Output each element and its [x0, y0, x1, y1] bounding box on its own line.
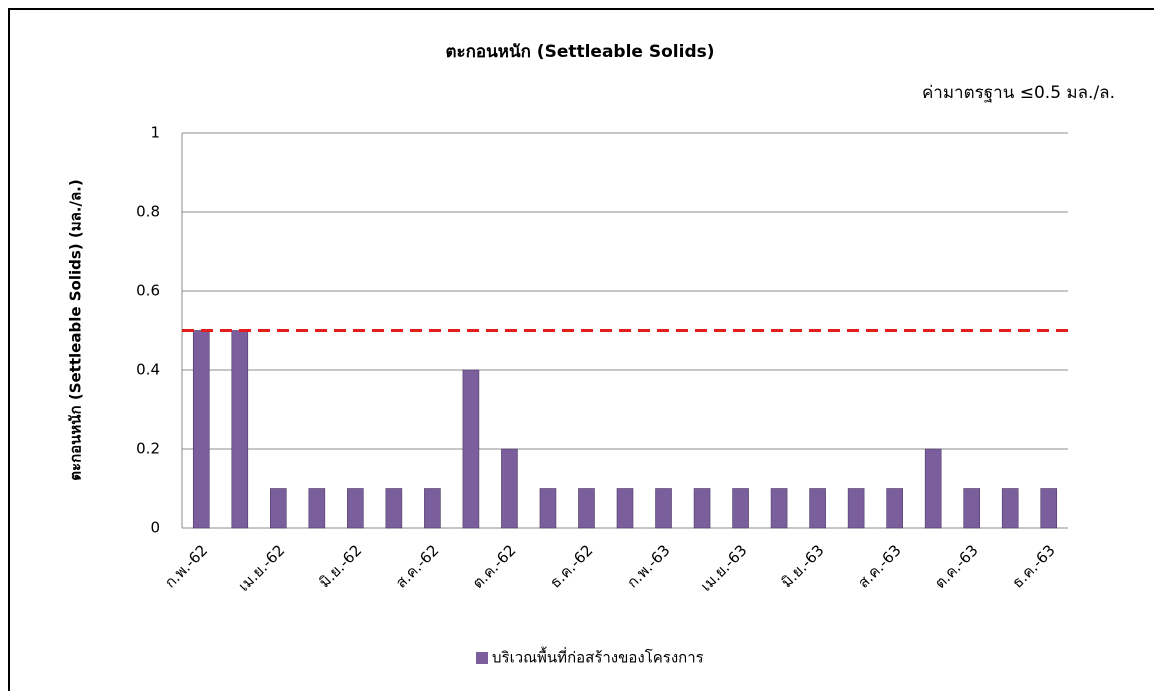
- y-tick-label: 0.8: [136, 203, 160, 221]
- x-tick-label: ส.ค.-62: [392, 541, 442, 591]
- bar: [886, 488, 903, 529]
- bar: [501, 448, 518, 529]
- bar: [963, 488, 980, 529]
- bar: [770, 488, 788, 529]
- y-tick-label: 0.4: [136, 361, 160, 379]
- bar: [424, 488, 441, 529]
- bar: [539, 488, 557, 529]
- chart-title: ตะกอนหนัก (Settleable Solids): [445, 42, 714, 62]
- bar: [693, 488, 711, 529]
- bar: [347, 488, 364, 529]
- bar: [578, 488, 595, 529]
- x-tick-label: เม.ย.-63: [697, 541, 751, 595]
- x-tick-label: ต.ค.-63: [931, 541, 982, 592]
- y-tick-label: 1: [150, 124, 160, 142]
- x-tick-label: ต.ค.-62: [469, 541, 520, 592]
- bar: [192, 330, 210, 529]
- x-tick-label: ธ.ค.-63: [1008, 541, 1058, 591]
- legend-label: บริเวณพื้นที่ก่อสร้างของโครงการ: [492, 647, 704, 667]
- x-tick-label: ก.พ.-63: [623, 541, 673, 591]
- x-tick-label: มิ.ย.-62: [315, 541, 365, 591]
- x-tick-label: มิ.ย.-63: [778, 541, 828, 591]
- bar: [462, 369, 480, 529]
- frame: [8, 8, 1154, 691]
- bar: [809, 488, 826, 529]
- x-tick-label: ธ.ค.-62: [546, 541, 596, 591]
- bar: [385, 488, 403, 529]
- bar: [924, 448, 942, 529]
- bar: [616, 488, 634, 529]
- y-tick-label: 0.6: [136, 282, 160, 300]
- y-tick-label: 0.2: [136, 440, 160, 458]
- x-tick-label: ส.ค.-63: [854, 541, 904, 591]
- bar: [732, 488, 749, 529]
- bar: [847, 488, 865, 529]
- bar: [655, 488, 672, 529]
- y-axis-label: ตะกอนหนัก (Settleable Solids) (มล./ล.): [67, 179, 85, 480]
- bar: [231, 330, 249, 529]
- bar: [270, 488, 287, 529]
- x-tick-label: เม.ย.-62: [235, 541, 289, 595]
- x-tick-label: ก.พ.-62: [161, 541, 211, 591]
- y-tick-label: 0: [150, 519, 160, 537]
- bar: [1040, 488, 1058, 529]
- bar: [1001, 488, 1019, 529]
- annotation: ค่ามาตรฐาน ≤0.5 มล./ล.: [922, 83, 1115, 103]
- bar: [308, 488, 326, 529]
- legend-swatch: [476, 652, 488, 664]
